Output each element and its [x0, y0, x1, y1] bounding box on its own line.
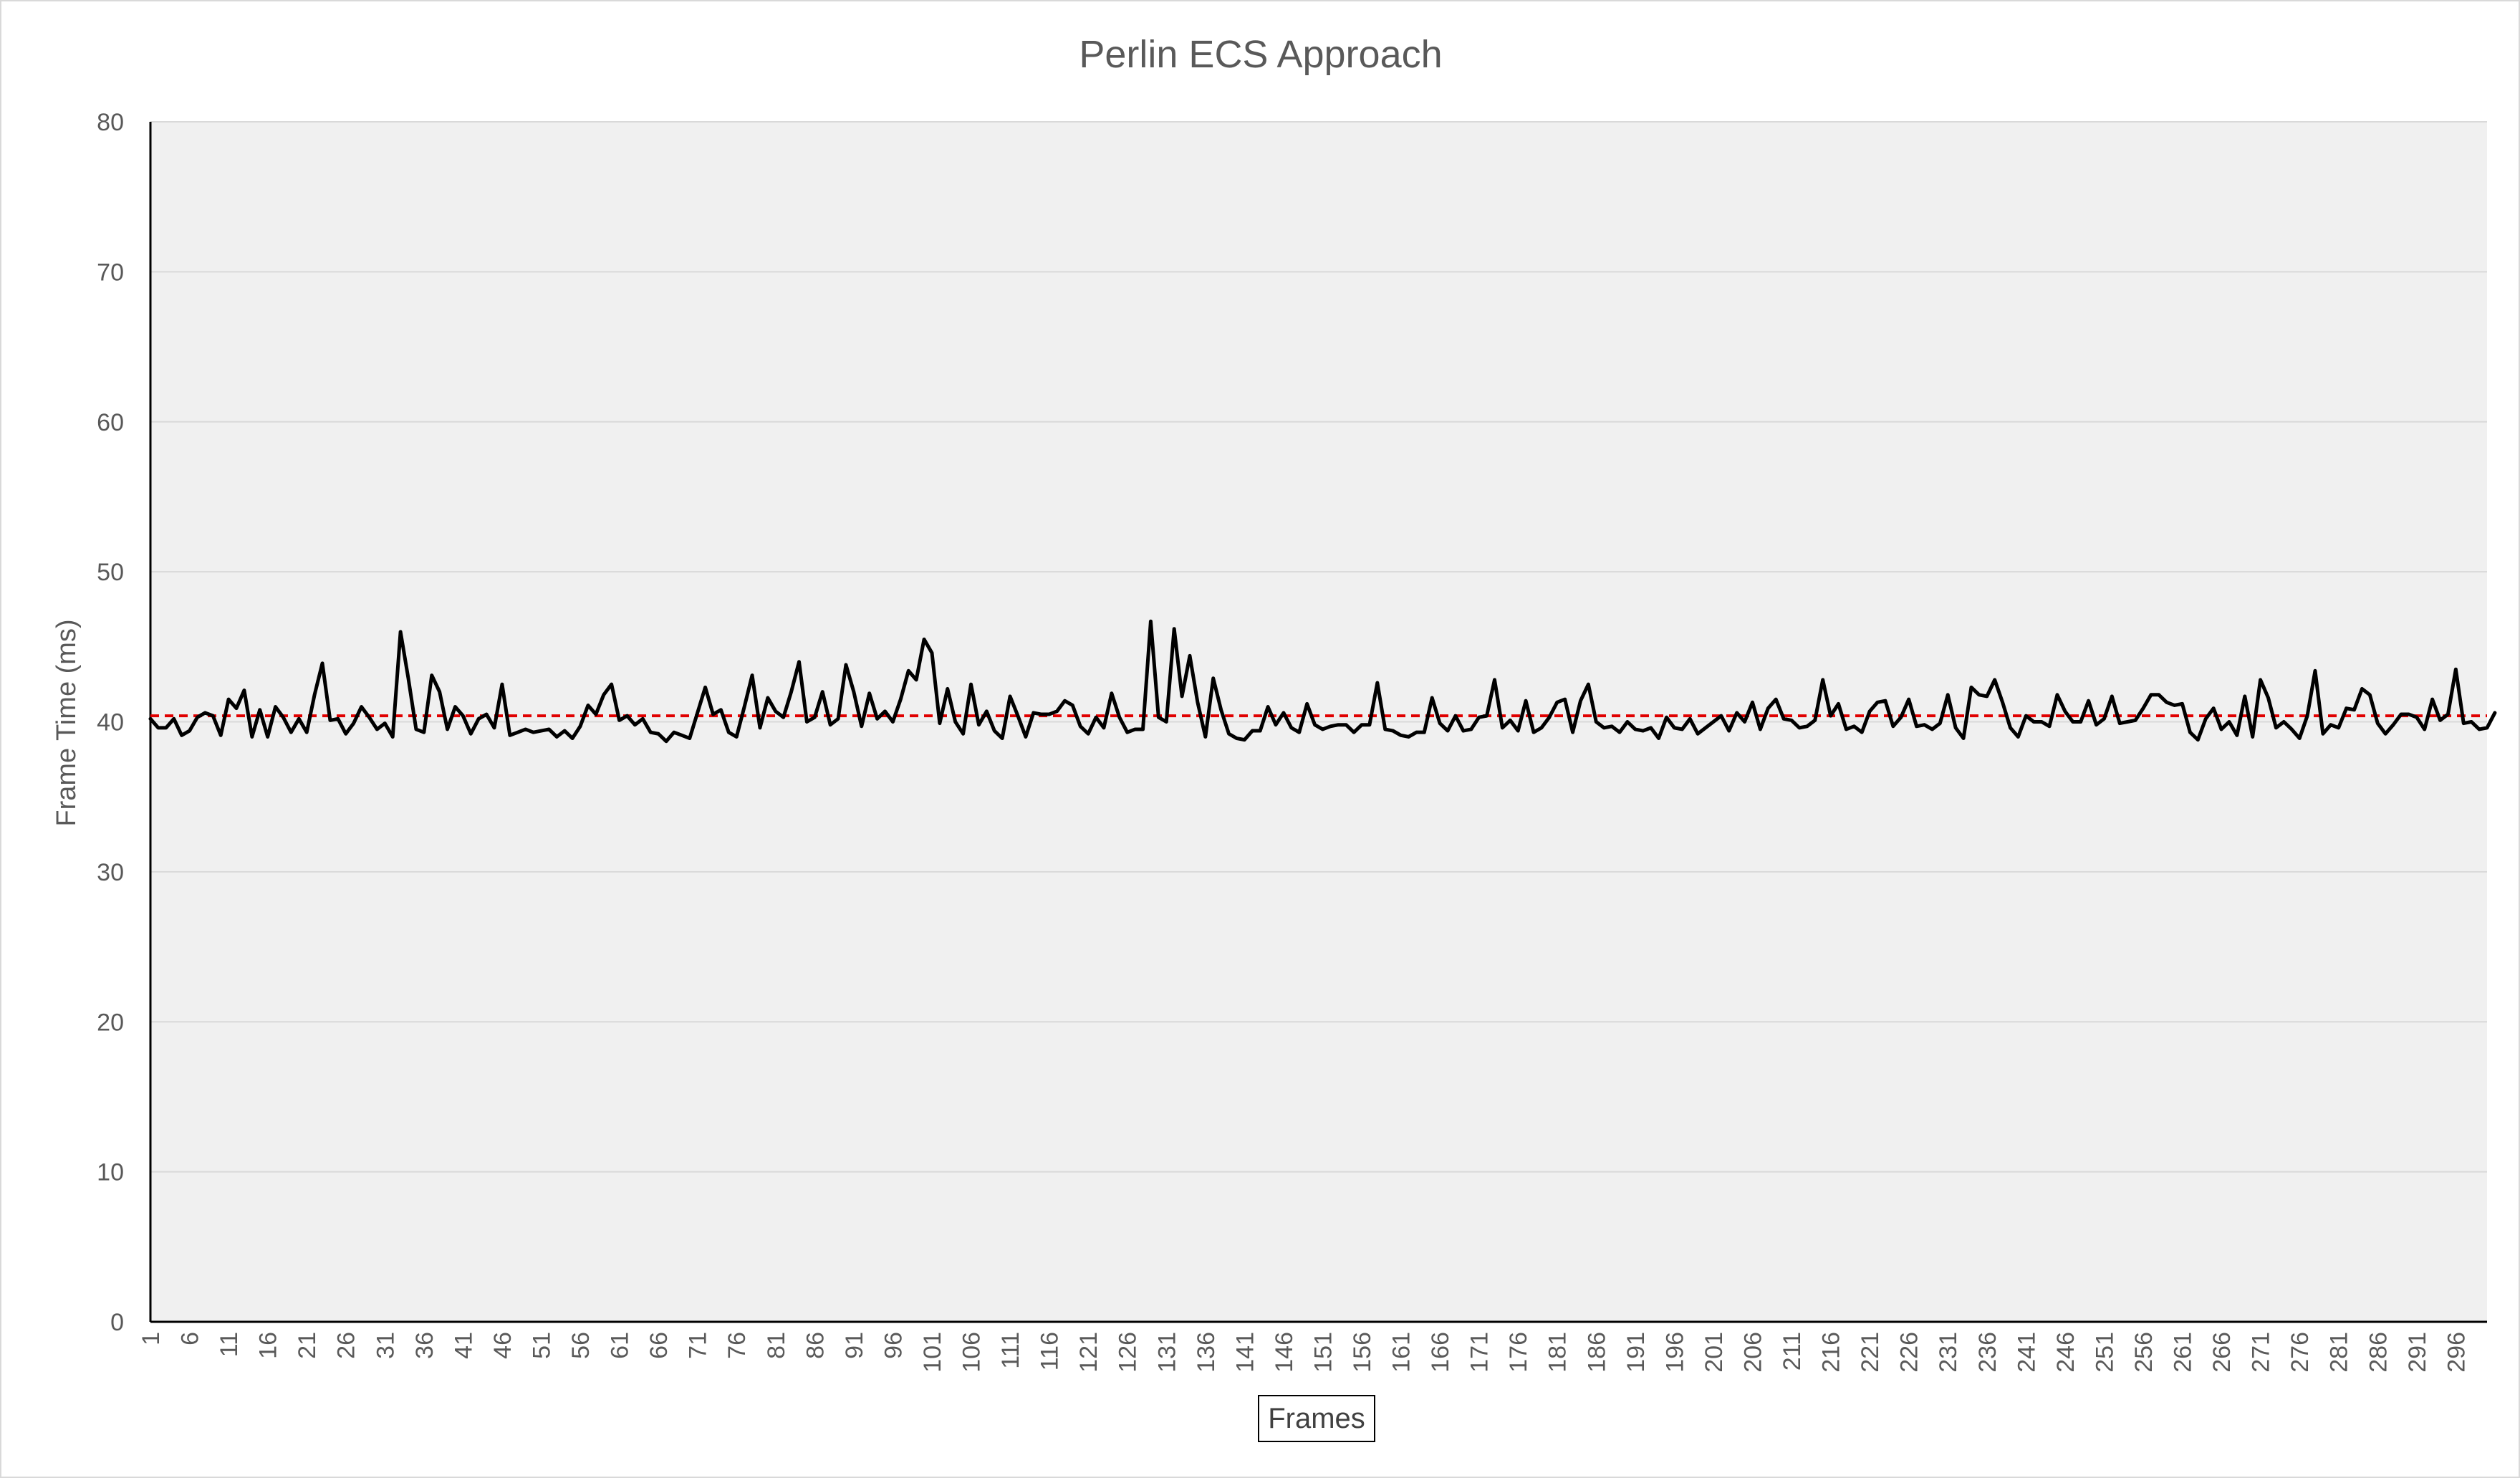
x-tick-label: 16 — [255, 1332, 282, 1359]
x-tick-label: 176 — [1505, 1332, 1532, 1373]
x-tick-label: 106 — [958, 1332, 986, 1373]
x-tick-label: 46 — [489, 1332, 516, 1359]
x-tick-label: 236 — [1974, 1332, 2001, 1373]
x-axis-title-box: Frames — [1258, 1395, 1375, 1442]
x-tick-label: 61 — [607, 1332, 634, 1359]
x-tick-label: 256 — [2130, 1332, 2158, 1373]
x-tick-label: 136 — [1193, 1332, 1220, 1373]
x-tick-label: 76 — [723, 1332, 751, 1359]
y-axis-title: Frame Time (ms) — [52, 619, 82, 826]
x-tick-label: 101 — [919, 1332, 946, 1373]
x-tick-label: 291 — [2404, 1332, 2431, 1373]
x-tick-label: 221 — [1857, 1332, 1884, 1373]
x-tick-label: 296 — [2443, 1332, 2470, 1373]
y-tick-label: 40 — [97, 709, 124, 736]
x-tick-label: 196 — [1661, 1332, 1688, 1373]
x-tick-label: 21 — [294, 1332, 321, 1359]
x-tick-label: 96 — [880, 1332, 907, 1359]
y-tick-label: 0 — [110, 1309, 124, 1336]
chart-title: Perlin ECS Approach — [1079, 33, 1442, 76]
x-tick-label: 211 — [1779, 1332, 1806, 1371]
x-tick-label: 151 — [1309, 1332, 1337, 1373]
x-tick-label: 6 — [177, 1332, 204, 1345]
y-tick-label: 10 — [97, 1159, 124, 1186]
x-tick-label: 241 — [2013, 1332, 2040, 1373]
x-tick-label: 86 — [802, 1332, 829, 1359]
x-tick-label: 31 — [372, 1332, 399, 1359]
x-tick-label: 216 — [1818, 1332, 1845, 1373]
x-tick-label: 156 — [1349, 1332, 1376, 1373]
x-tick-label: 201 — [1701, 1332, 1728, 1373]
x-tick-label: 181 — [1544, 1332, 1572, 1373]
x-tick-label: 131 — [1153, 1332, 1180, 1373]
x-tick-label: 11 — [216, 1332, 243, 1357]
x-tick-label: 246 — [2052, 1332, 2079, 1373]
x-tick-label: 141 — [1231, 1332, 1259, 1373]
x-tick-label: 1 — [138, 1332, 165, 1345]
series-line — [148, 619, 2497, 744]
x-tick-label: 51 — [528, 1332, 555, 1359]
x-tick-label: 146 — [1271, 1332, 1298, 1373]
x-tick-label: 191 — [1622, 1332, 1650, 1373]
x-tick-label: 36 — [411, 1332, 438, 1359]
x-tick-label: 166 — [1427, 1332, 1454, 1373]
x-tick-label: 121 — [1075, 1332, 1102, 1373]
x-tick-label: 26 — [333, 1332, 360, 1359]
x-tick-label: 81 — [763, 1332, 790, 1359]
y-tick-label: 50 — [97, 559, 124, 586]
x-tick-label: 161 — [1388, 1332, 1415, 1373]
y-tick-label: 70 — [97, 259, 124, 286]
x-tick-label: 261 — [2170, 1332, 2197, 1373]
x-tick-label: 171 — [1466, 1332, 1494, 1373]
y-tick-label: 60 — [97, 409, 124, 436]
y-tick-label: 20 — [97, 1009, 124, 1036]
x-tick-label: 231 — [1935, 1332, 1962, 1373]
x-tick-label: 111 — [997, 1332, 1024, 1369]
x-tick-label: 251 — [2091, 1332, 2118, 1373]
x-tick-label: 186 — [1583, 1332, 1610, 1373]
x-axis-title: Frames — [1268, 1403, 1365, 1434]
x-tick-label: 226 — [1896, 1332, 1923, 1373]
x-tick-label: 126 — [1115, 1332, 1142, 1373]
x-tick-label: 286 — [2365, 1332, 2392, 1373]
x-tick-label: 116 — [1037, 1332, 1064, 1371]
x-tick-label: 276 — [2286, 1332, 2314, 1373]
x-tick-label: 266 — [2208, 1332, 2236, 1373]
x-tick-label: 41 — [450, 1332, 477, 1359]
x-tick-label: 71 — [685, 1332, 712, 1359]
y-tick-label: 30 — [97, 859, 124, 886]
x-tick-label: 206 — [1739, 1332, 1766, 1373]
x-tick-label: 91 — [841, 1332, 868, 1359]
x-tick-label: 56 — [567, 1332, 595, 1359]
y-tick-label: 80 — [97, 109, 124, 136]
x-tick-label: 271 — [2248, 1332, 2275, 1373]
x-tick-label: 281 — [2326, 1332, 2353, 1373]
x-tick-label: 66 — [645, 1332, 673, 1359]
